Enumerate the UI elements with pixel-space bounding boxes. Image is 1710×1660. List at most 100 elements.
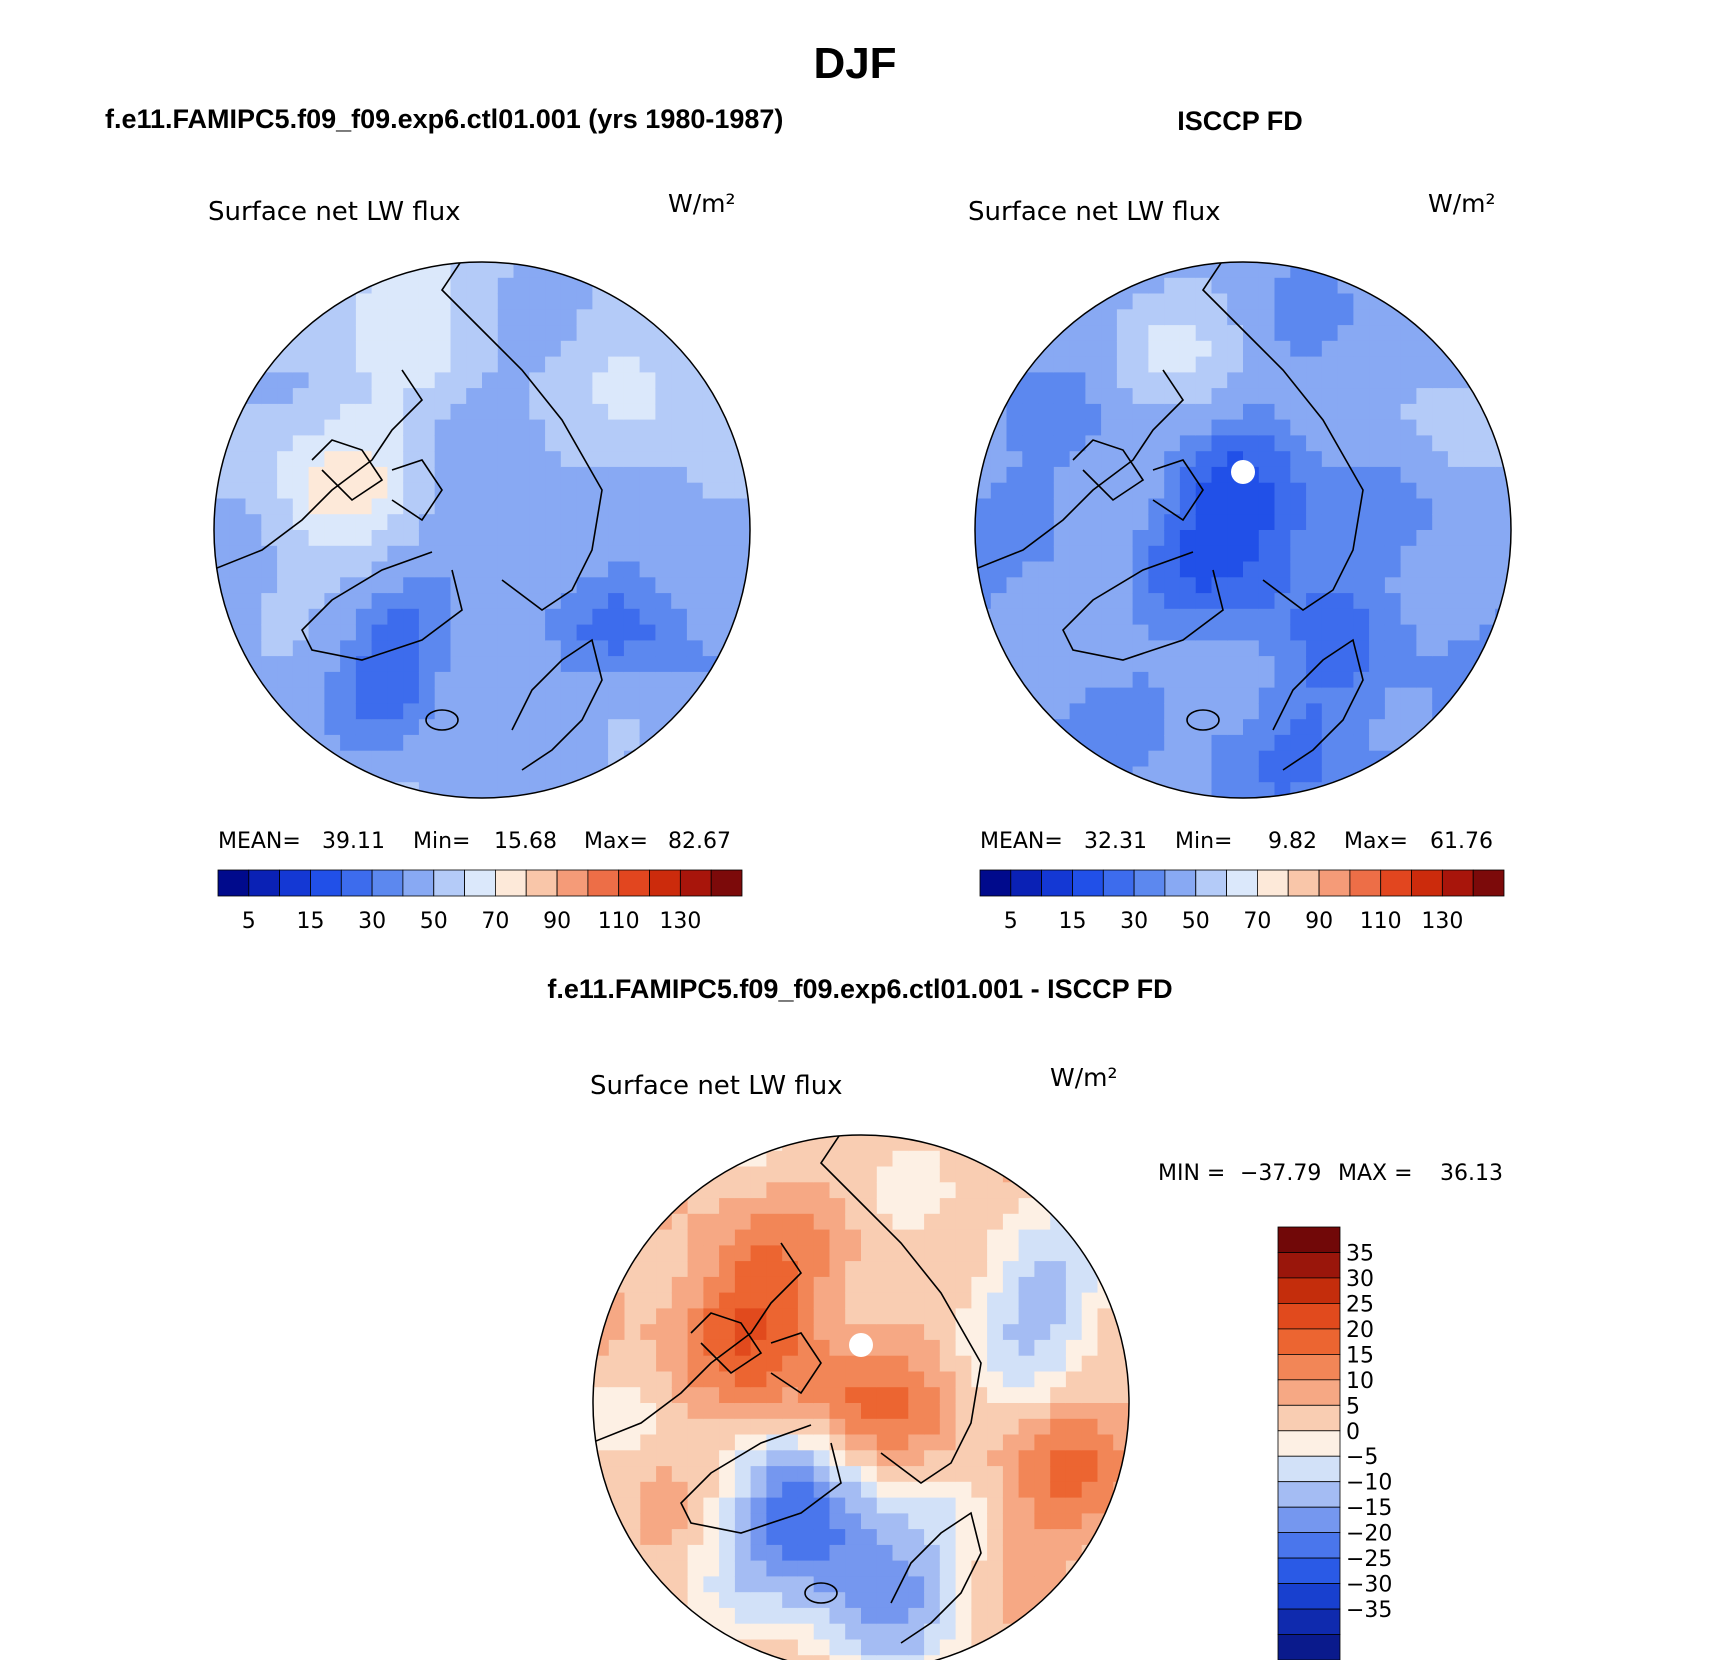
map-cell: [387, 372, 404, 389]
map-cell: [1211, 277, 1228, 295]
map-cell: [766, 1261, 783, 1278]
map-cell: [1022, 372, 1039, 389]
map-cell: [719, 1339, 736, 1357]
map-cell: [1321, 561, 1339, 578]
map-cell: [734, 1418, 752, 1436]
map-cell: [782, 1434, 799, 1451]
map-cell: [1353, 309, 1370, 326]
map-cell: [1101, 656, 1118, 673]
map-cell: [371, 419, 388, 436]
map-cell: [576, 530, 593, 547]
map-cell: [513, 656, 530, 673]
map-cell: [1002, 1418, 1020, 1436]
map-cell: [876, 1182, 894, 1199]
map-cell: [277, 608, 294, 626]
map-cell: [861, 1529, 878, 1546]
map-cell: [576, 435, 593, 452]
map-cell: [1447, 466, 1465, 484]
map-cell: [876, 1387, 894, 1404]
map-cell: [529, 403, 546, 421]
colorbar-swatch: [494, 869, 527, 897]
map-cell: [1353, 482, 1370, 500]
map-cell: [671, 1418, 689, 1436]
map-cell: [245, 419, 262, 436]
map-cell: [797, 1544, 815, 1562]
map-cell: [939, 1560, 957, 1577]
map-cell: [1034, 1245, 1051, 1262]
map-cell: [1353, 435, 1370, 452]
map-cell: [450, 514, 467, 531]
map-cell: [466, 782, 483, 798]
map-cell: [1065, 1403, 1083, 1420]
colorbar-tick-label: −15: [1346, 1496, 1392, 1521]
map-cell: [292, 530, 310, 547]
map-cell: [782, 1182, 799, 1199]
map-cell: [1097, 1544, 1114, 1562]
map-cell: [371, 656, 388, 673]
map-cell: [1164, 482, 1181, 500]
map-cell: [1038, 451, 1055, 468]
map-cell: [245, 577, 262, 594]
map-cell: [308, 687, 325, 704]
map-cell: [671, 498, 688, 515]
map-cell: [845, 1198, 862, 1215]
map-cell: [1053, 671, 1071, 689]
map-cell: [718, 451, 735, 468]
map-cell: [1447, 482, 1465, 500]
map-cell: [229, 514, 247, 531]
map-cell: [497, 482, 515, 500]
map-cell: [639, 703, 656, 720]
map-cell: [924, 1544, 941, 1562]
map-cell: [750, 1450, 767, 1467]
map-cell: [766, 1607, 783, 1625]
map-cell: [545, 277, 562, 295]
map-cell: [971, 1513, 988, 1530]
map-cell: [987, 1434, 1004, 1451]
map-cell: [355, 561, 373, 578]
map-cell: [482, 719, 499, 736]
map-cell: [513, 435, 530, 452]
map-cell: [340, 530, 357, 547]
map-cell: [277, 640, 294, 657]
map-cell: [1069, 293, 1086, 310]
map-cell: [975, 530, 992, 547]
map-cell: [971, 1403, 988, 1420]
map-cell: [719, 1276, 736, 1294]
map-cell: [1274, 388, 1291, 405]
map-cell: [1132, 498, 1149, 515]
map-cell: [655, 372, 672, 389]
map-cell: [261, 403, 278, 421]
map-cell: [908, 1135, 925, 1152]
map-cell: [1258, 262, 1276, 279]
map-cell: [1227, 309, 1244, 326]
map-cell: [1337, 356, 1354, 373]
map-cell: [545, 734, 562, 752]
map-cell: [955, 1497, 972, 1514]
map-cell: [686, 545, 704, 563]
map-cell: [229, 593, 247, 610]
map-cell: [1022, 451, 1039, 468]
map-cell: [529, 624, 546, 641]
map-cell: [924, 1450, 941, 1467]
map-cell: [1164, 388, 1181, 405]
map-cell: [592, 719, 609, 736]
map-cell: [1416, 687, 1433, 704]
map-cell: [434, 545, 452, 563]
map-cell: [450, 608, 467, 626]
map-cell: [1243, 309, 1260, 326]
map-cell: [766, 1466, 783, 1483]
map-cell: [702, 498, 720, 515]
map-cell: [782, 1213, 799, 1231]
map-cell: [797, 1166, 815, 1183]
map-cell: [497, 703, 515, 720]
map-cell: [1321, 687, 1339, 704]
map-cell: [1038, 656, 1055, 673]
map-cell: [813, 1387, 831, 1404]
map-cell: [703, 1324, 720, 1341]
map-cell: [782, 1292, 799, 1309]
map-cell: [324, 624, 341, 641]
map-cell: [1002, 1339, 1020, 1357]
map-cell: [639, 593, 656, 610]
map-cell: [766, 1150, 783, 1168]
map-cell: [1050, 1387, 1067, 1404]
